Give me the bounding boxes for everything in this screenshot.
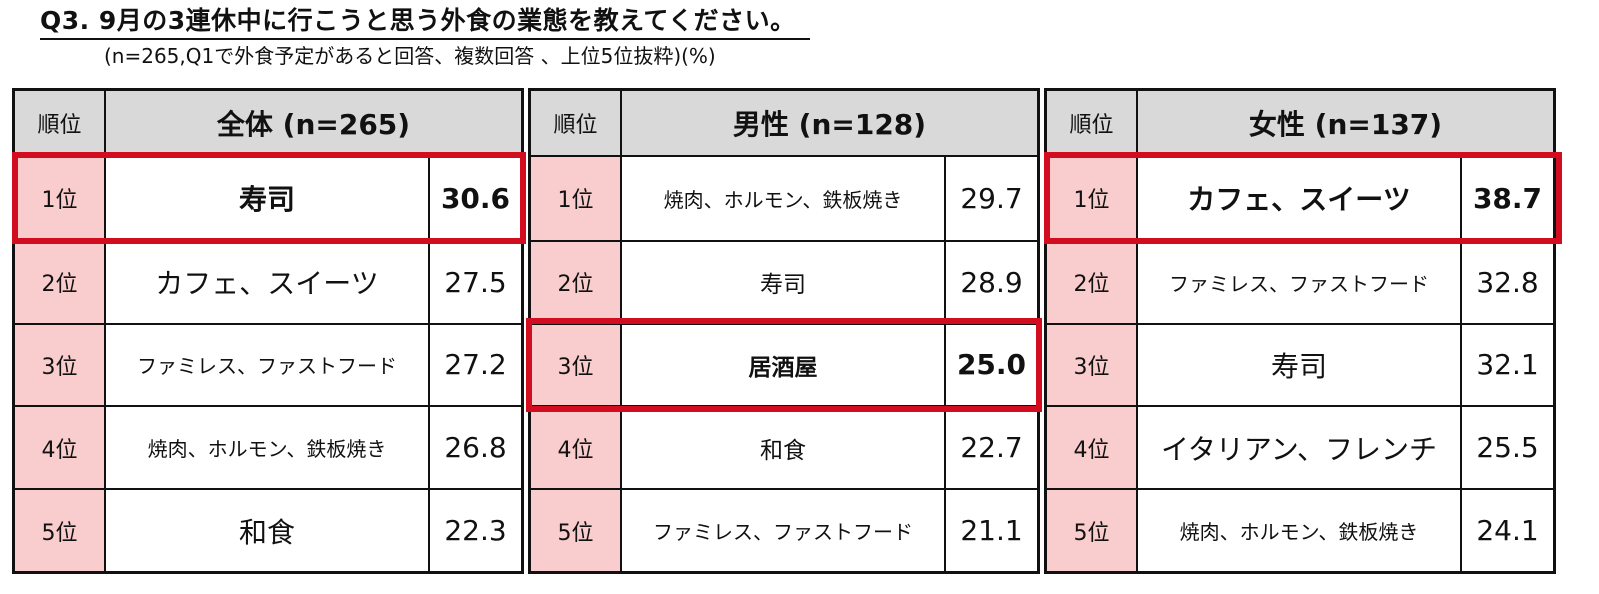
item-cell: ファミレス、ファストフード (622, 488, 946, 571)
item-cell: 寿司 (1138, 322, 1462, 406)
value-cell: 22.3 (430, 488, 521, 571)
rank-cell: 5位 (531, 488, 622, 571)
rank-cell: 3位 (531, 322, 622, 406)
item-cell: カフェ、スイーツ (1138, 157, 1462, 240)
value-cell: 27.2 (430, 322, 521, 406)
rank-column-header: 順位 (1047, 91, 1138, 157)
value-cell: 25.0 (946, 322, 1037, 406)
item-cell: 寿司 (622, 239, 946, 323)
item-cell: カフェ、スイーツ (106, 239, 430, 323)
page-title: Q3. 9月の3連休中に行こうと思う外食の業態を教えてください。 (40, 6, 810, 40)
value-cell: 28.9 (946, 239, 1037, 323)
item-cell: 居酒屋 (622, 322, 946, 406)
rank-cell: 4位 (15, 405, 106, 489)
rank-cell: 1位 (1047, 157, 1138, 240)
page-subtitle: (n=265,Q1で外食予定があると回答、複数回答 、上位5位抜粋)(%) (104, 44, 716, 68)
value-cell: 32.8 (1462, 239, 1553, 323)
rank-cell: 5位 (1047, 488, 1138, 571)
item-cell: 焼肉、ホルモン、鉄板焼き (622, 157, 946, 240)
item-cell: ファミレス、ファストフード (1138, 239, 1462, 323)
item-cell: イタリアン、フレンチ (1138, 405, 1462, 489)
item-cell: 寿司 (106, 157, 430, 240)
item-cell: 和食 (622, 405, 946, 489)
value-cell: 26.8 (430, 405, 521, 488)
rank-cell: 2位 (1047, 239, 1138, 323)
value-cell: 22.7 (946, 405, 1037, 488)
value-cell: 24.1 (1462, 488, 1553, 571)
item-cell: 和食 (106, 488, 430, 571)
value-cell: 29.7 (960, 181, 1023, 215)
rank-cell: 3位 (1047, 322, 1138, 406)
rank-cell: 5位 (15, 488, 106, 571)
value-cell: 38.7 (1472, 181, 1543, 215)
value-cell: 27.5 (430, 239, 521, 323)
value-cell: 32.1 (1462, 322, 1553, 406)
table-header-female: 女性 (n=137) (1138, 91, 1553, 157)
ranking-table-overall: 順位 全体 (n=265) 1位 寿司 30.6 2位 カフェ、スイーツ 27.… (12, 88, 524, 574)
rank-cell: 1位 (15, 157, 106, 240)
value-cell: 21.1 (946, 488, 1037, 571)
rank-cell: 2位 (531, 239, 622, 323)
table-header-male: 男性 (n=128) (622, 91, 1037, 157)
value-cell: 25.5 (1462, 405, 1553, 488)
rank-cell: 3位 (15, 322, 106, 406)
value-cell: 30.6 (440, 181, 511, 215)
item-cell: ファミレス、ファストフード (106, 322, 430, 406)
rank-column-header: 順位 (531, 91, 622, 157)
rank-cell: 4位 (531, 405, 622, 489)
rank-cell: 4位 (1047, 405, 1138, 489)
rank-column-header: 順位 (15, 91, 106, 157)
item-cell: 焼肉、ホルモン、鉄板焼き (1138, 488, 1462, 571)
rank-cell: 2位 (15, 239, 106, 323)
ranking-table-male: 順位 男性 (n=128) 1位 焼肉、ホルモン、鉄板焼き 29.7 2位 寿司… (528, 88, 1040, 574)
ranking-table-female: 順位 女性 (n=137) 1位 カフェ、スイーツ 38.7 2位 ファミレス、… (1044, 88, 1556, 574)
item-cell: 焼肉、ホルモン、鉄板焼き (106, 405, 430, 489)
rank-cell: 1位 (531, 157, 622, 240)
table-header-overall: 全体 (n=265) (106, 91, 521, 157)
